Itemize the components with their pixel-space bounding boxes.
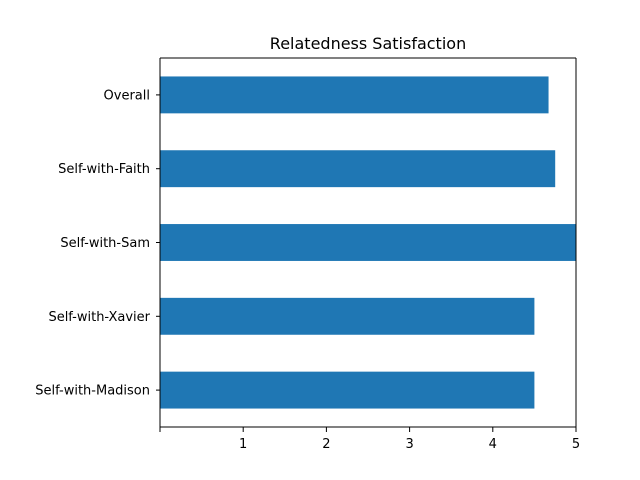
y-tick-label: Self-with-Xavier	[48, 310, 150, 325]
x-tick-label: 4	[489, 437, 497, 452]
bar-self-with-xavier	[160, 297, 535, 335]
y-tick-label: Self-with-Sam	[60, 236, 150, 251]
bar-overall	[160, 76, 549, 114]
x-axis-ticks: 1 2 3 4 5	[159, 427, 580, 452]
x-tick-label: 2	[322, 437, 330, 452]
bar-self-with-faith	[160, 150, 556, 188]
x-tick-label: 5	[572, 437, 580, 452]
bars-group	[160, 76, 576, 409]
y-tick-label: Self-with-Faith	[58, 162, 150, 177]
axes-frame	[159, 57, 577, 428]
x-tick-label: 1	[239, 437, 247, 452]
y-axis-ticks: Overall Self-with-Faith Self-with-Sam Self-…	[35, 88, 160, 399]
y-tick-label: Self-with-Madison	[35, 384, 150, 399]
bar-self-with-madison	[160, 371, 535, 409]
bar-self-with-sam	[160, 224, 576, 261]
x-tick-label: 3	[405, 437, 413, 452]
y-tick-label: Overall	[104, 88, 150, 103]
chart-title: Relatedness Satisfaction	[270, 34, 466, 53]
